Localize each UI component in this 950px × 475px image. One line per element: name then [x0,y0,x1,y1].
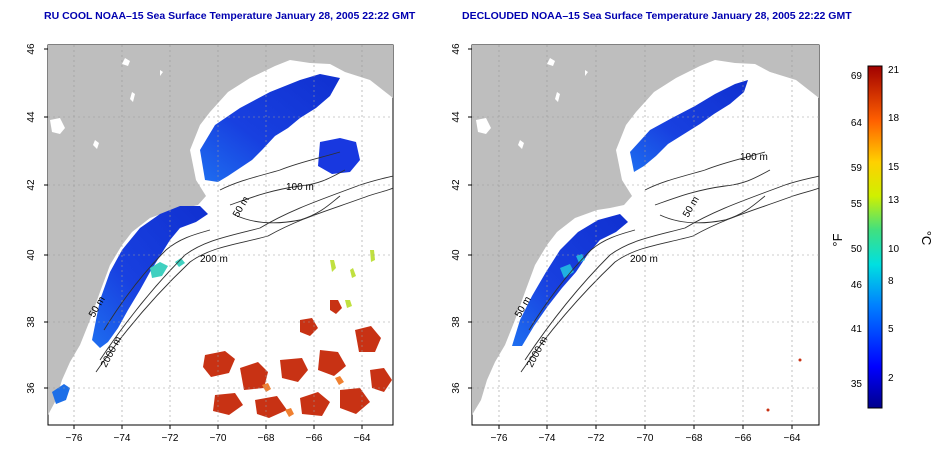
land-mass [48,45,393,415]
celsius-tick: 10 [888,244,900,255]
contour-label-100m: 100 m [740,152,768,163]
left-y-axis: 36 38 40 42 44 46 [26,43,37,394]
cold-water-region [200,74,340,182]
left-x-axis: −76 −74 −72 −70 −68 −66 −64 [66,433,371,444]
left-map: 100 m 50 m 200 m 50 m 2000 m −76 −74 −72… [26,43,394,444]
celsius-label: °C [919,231,934,246]
cold-water-region [630,80,748,172]
y-tick-label: 40 [451,249,462,261]
fahrenheit-tick: 64 [851,118,863,129]
y-tick-label: 36 [451,382,462,394]
celsius-tick: 18 [888,113,900,124]
right-map: 100 m 50 m 200 m 50 m 2000 m −76 −74 −72… [451,43,820,444]
bathymetry-contours [95,151,393,373]
fahrenheit-tick: 59 [851,163,863,174]
y-tick-label: 46 [26,43,37,55]
grid-lines [472,45,819,425]
x-tick-label: −68 [258,433,275,444]
x-tick-label: −72 [588,433,605,444]
y-tick-label: 38 [451,316,462,328]
colorbar-gradient [867,65,883,409]
x-tick-label: −68 [686,433,703,444]
celsius-tick: 13 [888,195,900,206]
celsius-tick: 15 [888,162,900,173]
y-tick-label: 44 [26,111,37,123]
grid-lines [48,45,393,425]
fahrenheit-tick: 35 [851,379,863,390]
fahrenheit-tick: 55 [851,199,863,210]
x-tick-label: −74 [114,433,131,444]
celsius-tick: 2 [888,373,894,384]
celsius-tick: 5 [888,324,894,335]
left-map-title: RU COOL NOAA–15 Sea Surface Temperature … [44,10,416,22]
x-tick-label: −70 [210,433,227,444]
celsius-tick: 8 [888,276,894,287]
contour-label-200m: 200 m [200,254,228,265]
y-tick-label: 40 [26,249,37,261]
x-tick-label: −66 [306,433,323,444]
fahrenheit-tick: 41 [851,324,863,335]
fahrenheit-tick: 69 [851,71,863,82]
x-tick-label: −72 [162,433,179,444]
x-tick-label: −64 [354,433,371,444]
temperature-colorbar: 69 64 59 55 50 46 41 35 21 18 15 13 10 8… [830,65,934,409]
right-map-title: DECLOUDED NOAA–15 Sea Surface Temperatur… [462,10,852,22]
y-tick-label: 36 [26,382,37,394]
right-y-axis: 36 38 40 42 44 46 [451,43,462,394]
warm-water-patches [203,300,392,418]
x-tick-label: −66 [735,433,752,444]
contour-label-100m: 100 m [286,182,314,193]
x-tick-label: −76 [66,433,83,444]
x-tick-label: −74 [539,433,556,444]
y-tick-label: 42 [451,179,462,191]
bathymetry-contours [520,151,819,373]
y-tick-label: 38 [26,316,37,328]
fahrenheit-label: °F [830,233,845,246]
x-tick-label: −64 [784,433,801,444]
y-tick-label: 46 [451,43,462,55]
x-tick-label: −70 [637,433,654,444]
x-tick-label: −76 [491,433,508,444]
contour-label-200m: 200 m [630,254,658,265]
right-x-axis: −76 −74 −72 −70 −68 −66 −64 [491,433,801,444]
y-tick-label: 44 [451,111,462,123]
land-mass [472,45,819,415]
fahrenheit-tick: 50 [851,244,863,255]
fahrenheit-tick: 46 [851,280,863,291]
celsius-tick: 21 [888,65,900,76]
y-tick-label: 42 [26,179,37,191]
